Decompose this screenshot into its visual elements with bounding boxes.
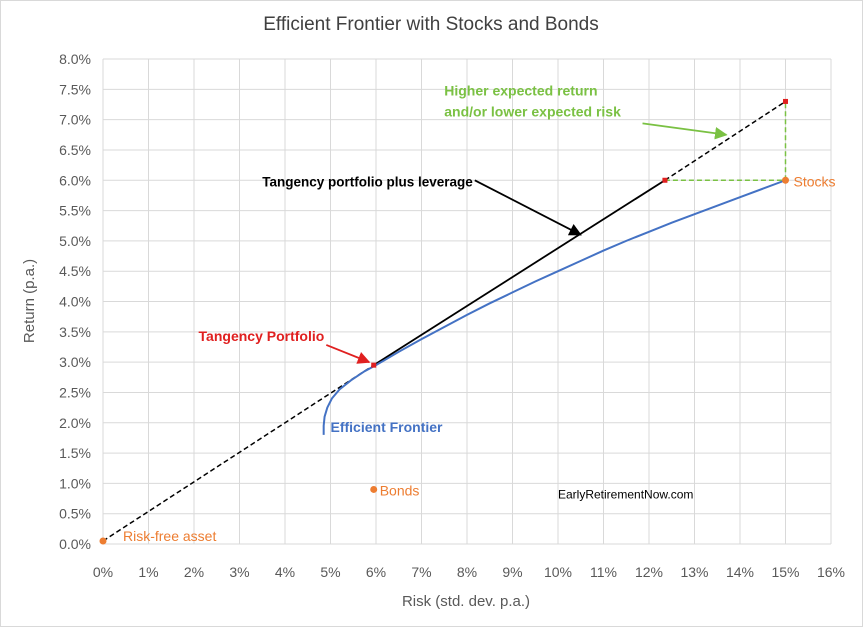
stocks-label: Stocks	[794, 173, 836, 189]
y-tick-label: 5.0%	[59, 233, 91, 249]
x-tick-label: 11%	[590, 564, 617, 580]
y-tick-label: 2.0%	[59, 415, 91, 431]
x-tick-label: 0%	[93, 564, 113, 580]
y-tick-label: 3.5%	[59, 324, 91, 340]
y-tick-labels: 0.0% 0.5% 1.0% 1.5% 2.0% 2.5% 3.0% 3.5% 4.0% 4.5%…	[59, 51, 91, 552]
points	[99, 98, 789, 545]
y-tick-label: 8.0%	[59, 51, 91, 67]
higher-expected-return-arrow	[642, 122, 728, 140]
x-tick-label: 1%	[138, 564, 158, 580]
tangency-portfolio-point	[371, 362, 377, 368]
x-tick-label: 8%	[457, 564, 477, 580]
x-tick-label: 9%	[502, 564, 522, 580]
y-axis-label: Return (p.a.)	[21, 259, 38, 343]
annotations: Risk-free asset Bonds Stocks Tangency Portf…	[123, 82, 836, 544]
x-tick-label: 12%	[635, 564, 663, 580]
leveraged-extension-line	[664, 100, 786, 181]
y-tick-label: 1.0%	[59, 475, 91, 491]
y-tick-label: 3.0%	[59, 354, 91, 370]
chart-title: Efficient Frontier with Stocks and Bonds	[263, 14, 598, 35]
x-tick-label: 13%	[680, 564, 708, 580]
risk-free-asset-label: Risk-free asset	[123, 528, 216, 544]
bonds-point	[370, 485, 378, 493]
y-tick-label: 4.5%	[59, 263, 91, 279]
y-tick-label: 0.5%	[59, 506, 91, 522]
tangency-portfolio-plus-leverage-line	[373, 179, 666, 366]
y-tick-label: 2.5%	[59, 384, 91, 400]
efficient-frontier-annotation: Efficient Frontier	[331, 419, 444, 435]
risk-free-asset-point	[99, 537, 107, 545]
series	[322, 179, 786, 435]
y-tick-label: 5.5%	[59, 203, 91, 219]
tangency-portfolio-plus-leverage-annotation: Tangency portfolio plus leverage	[262, 174, 473, 189]
higher-expected-return-annotation: Higher expected return	[444, 82, 597, 98]
x-axis-label: Risk (std. dev. p.a.)	[402, 593, 530, 610]
x-tick-label: 15%	[771, 564, 799, 580]
stocks-point	[782, 176, 789, 184]
x-tick-label: 10%	[544, 564, 572, 580]
y-tick-label: 6.0%	[59, 172, 91, 188]
tangency-portfolio-arrow	[325, 344, 371, 364]
x-tick-label: 4%	[275, 564, 295, 580]
y-tick-label: 1.5%	[59, 445, 91, 461]
bonds-label: Bonds	[380, 482, 420, 498]
y-tick-label: 4.0%	[59, 294, 91, 310]
x-tick-label: 3%	[229, 564, 249, 580]
leveraged-point-point	[662, 177, 668, 183]
tangency-portfolio-annotation: Tangency Portfolio	[199, 328, 325, 344]
x-tick-labels: 0% 1% 2% 3% 4% 5% 6% 7% 8% 9% 10% 11% 12% 13% 14% 15% 16…	[93, 564, 845, 580]
x-tick-label: 2%	[184, 564, 204, 580]
y-tick-label: 7.0%	[59, 112, 91, 128]
x-tick-label: 7%	[411, 564, 431, 580]
x-tick-label: 16%	[817, 564, 845, 580]
y-tick-label: 6.5%	[59, 142, 91, 158]
leveraged-end-point	[783, 98, 788, 104]
grid	[102, 58, 832, 545]
tangency-portfolio-plus-leverage-arrow	[474, 179, 582, 236]
efficient-frontier-series-line	[322, 179, 786, 435]
x-tick-label: 6%	[366, 564, 386, 580]
y-tick-label: 7.5%	[59, 81, 91, 97]
reference-lines	[102, 100, 787, 542]
capital-market-line-below-tangency-line	[102, 364, 375, 542]
x-tick-label: 14%	[726, 564, 754, 580]
earlyretirementnow-com-annotation: EarlyRetirementNow.com	[558, 488, 693, 502]
y-tick-label: 0.0%	[59, 536, 91, 552]
and-or-lower-expected-risk-annotation: and/or lower expected risk	[444, 104, 621, 120]
x-tick-label: 5%	[320, 564, 340, 580]
